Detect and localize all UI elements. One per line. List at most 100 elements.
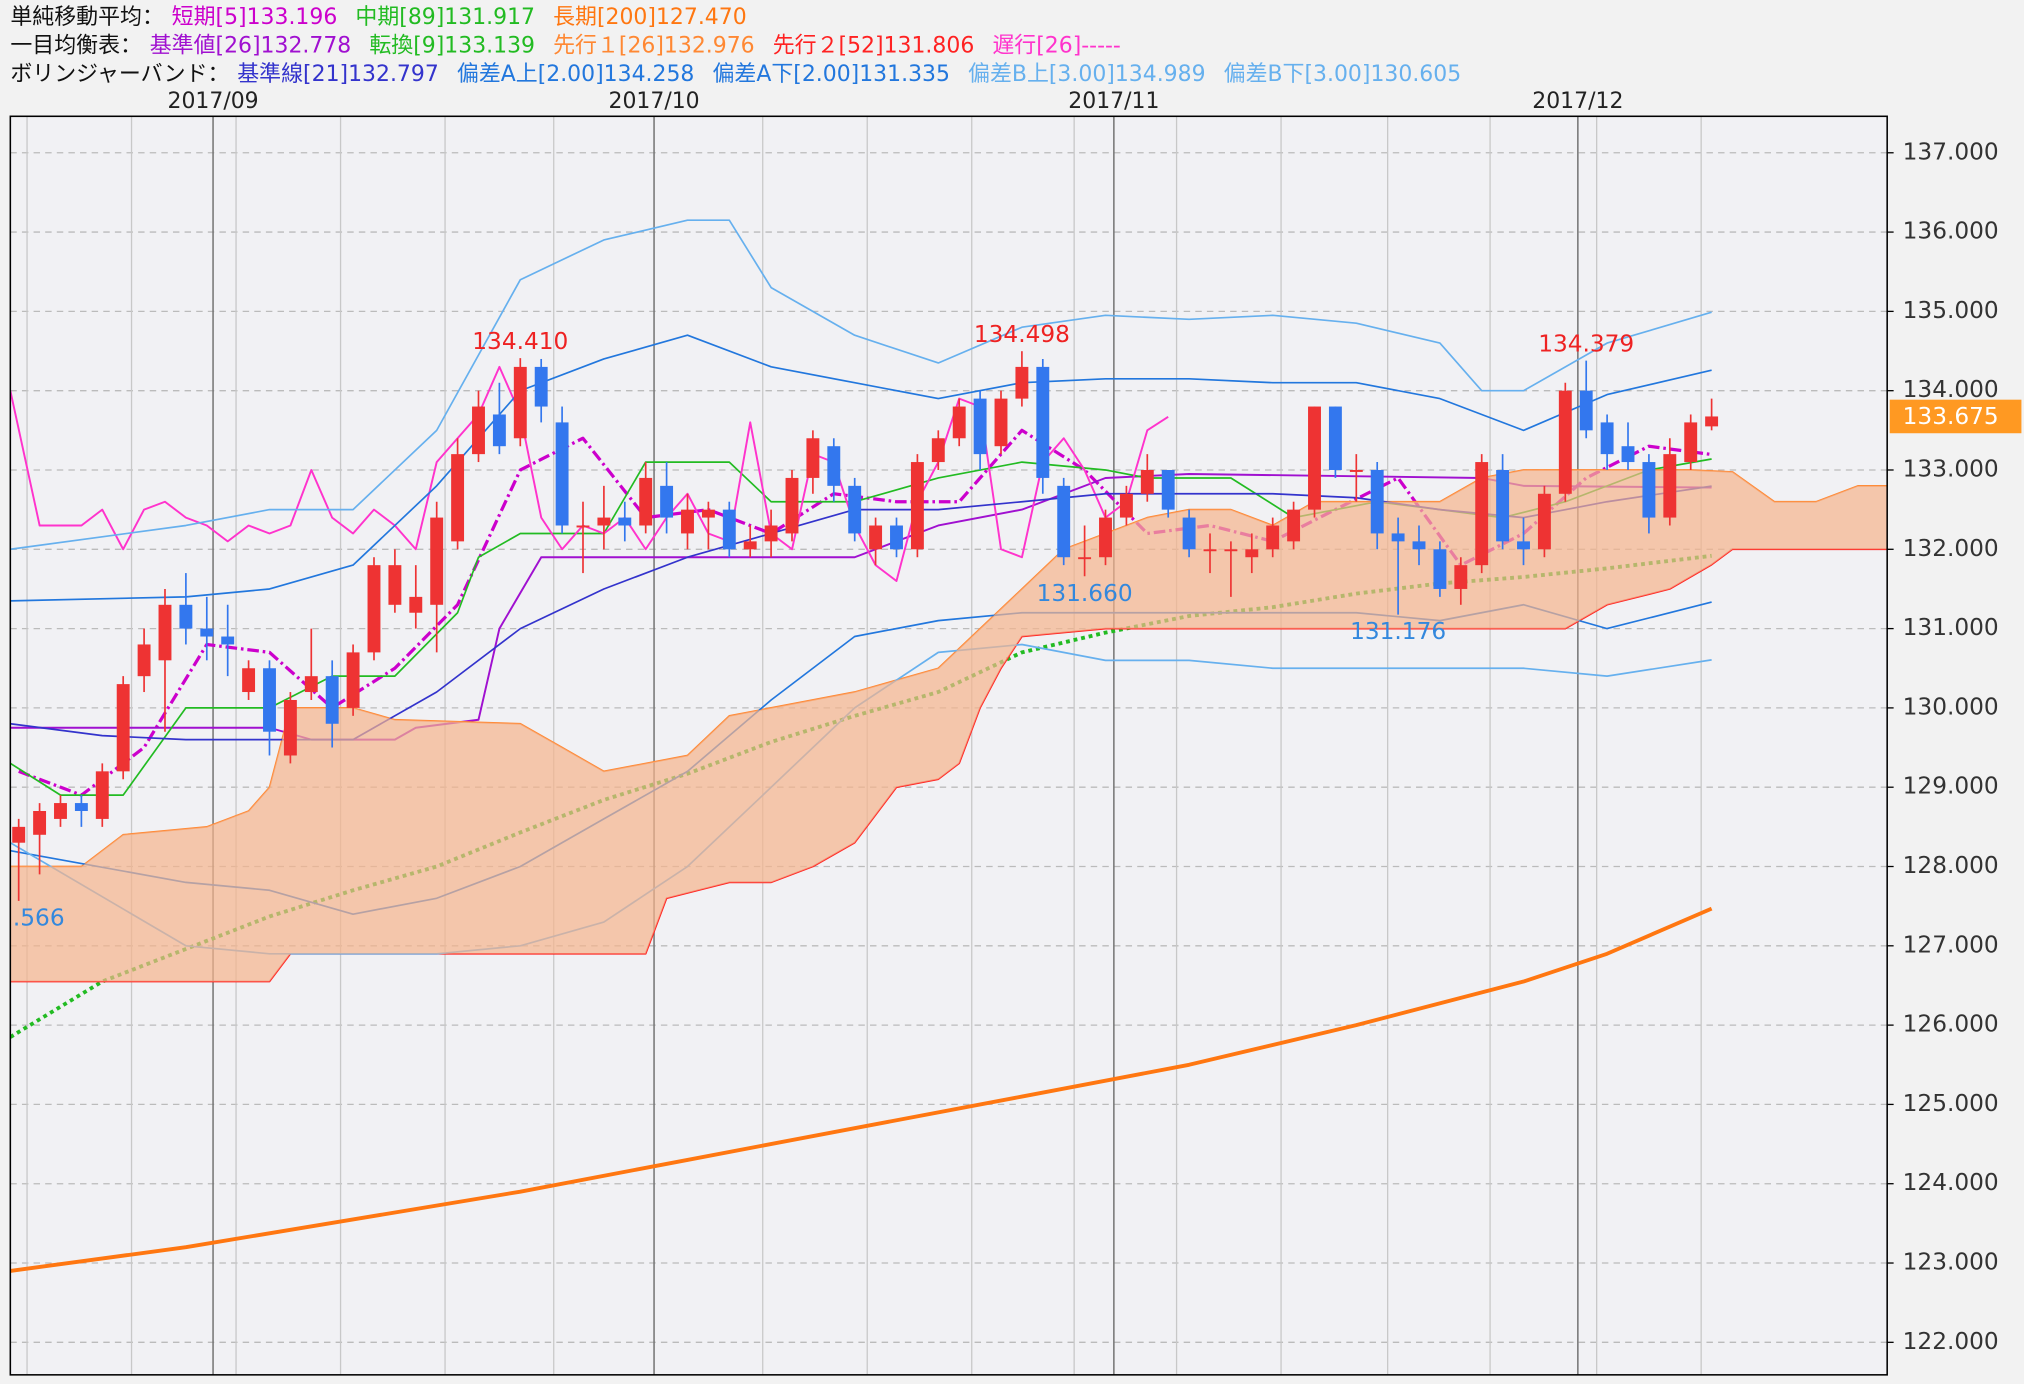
candle-body [1433,549,1447,589]
candle-body [430,517,444,605]
candle-body [1203,549,1217,552]
price-box [1889,399,2022,434]
candle-body [555,422,569,526]
candle-body [1517,541,1530,550]
candle-body [952,406,966,439]
candle-body [1140,469,1154,494]
candle-body [1099,517,1112,558]
candle-body [701,509,715,518]
candle-body [890,525,903,550]
candle-body [827,446,841,486]
legend-entry: 先行１[26]132.976 [553,34,755,59]
candle-body [597,517,611,526]
candle-body [1600,422,1614,455]
candle-body [158,604,172,661]
candle-body [1370,469,1384,534]
y-tick-label: 136.000 [1903,218,1999,245]
candle-body [1224,549,1238,552]
y-tick-label: 126.000 [1903,1011,1999,1038]
candle-body [973,398,987,455]
legend-entry: 基準値[26]132.778 [150,34,352,59]
candle-body [513,366,527,439]
legend-title: 単純移動平均： [10,5,164,30]
candle-body [1036,366,1050,478]
candle-body [1015,366,1029,399]
legend-entry: 基準線[21]132.797 [237,62,439,87]
y-tick-label: 131.000 [1903,614,1999,641]
candle-body [1475,462,1489,566]
annotation: .566 [13,904,65,931]
candle-body [74,803,88,811]
y-tick-label: 127.000 [1903,931,1999,958]
legend-entry: 先行２[52]131.806 [773,34,975,59]
x-tick-label: 2017/12 [1532,89,1623,114]
candle-body [1161,469,1175,510]
legend-entry: 偏差B上[3.00]134.989 [968,62,1206,87]
y-tick-label: 135.000 [1903,297,1999,324]
plot-border [9,115,1888,1376]
candle-body [1558,390,1572,494]
candle-body [743,541,757,550]
candle-body [639,477,653,526]
candle-body [660,485,674,518]
y-tick-label: 122.000 [1903,1328,1999,1355]
candle-body [1705,416,1719,427]
x-tick-label: 2017/11 [1068,89,1159,114]
candle-body [576,525,590,528]
candle-body [200,628,214,637]
candle-body [910,462,924,550]
annotation: 131.660 [1037,580,1133,607]
y-tick-label: 130.000 [1903,693,1999,720]
candle-body [263,668,276,732]
candle-body [806,438,820,478]
candle-body [1078,557,1092,560]
candle-body [242,668,256,693]
indicator-line [10,906,1713,1273]
axes: 122.000 123.000 124.000 125.000 126.000 127.0… [167,89,1998,1355]
candle-body [325,676,339,724]
candle-body [1684,422,1698,463]
candle-body [1642,462,1656,518]
y-tick-label: 137.000 [1903,138,1999,165]
y-tick-label: 128.000 [1903,852,1999,879]
legend-entry: 遅行[26]----- [992,34,1121,59]
candle-body [618,517,632,526]
candle-body [179,604,193,629]
annotation: 131.176 [1350,618,1446,645]
annotation: 134.410 [472,328,568,355]
candle-body [722,509,736,550]
candle-body [785,477,799,534]
price-label: 133.675 [1903,403,1999,430]
y-tick-label: 125.000 [1903,1090,1999,1117]
cloud [10,469,1888,982]
legend-entry: 転換[9]133.139 [369,34,535,59]
y-tick-label: 123.000 [1903,1249,1999,1276]
candle-body [1287,509,1301,542]
candle-body [1391,533,1405,542]
legend-entry: 偏差A上[2.00]134.258 [457,62,695,87]
candle-body [931,438,945,463]
candle-body [1663,454,1677,518]
candle-body [1537,493,1551,550]
legend-entry: 長期[200]127.470 [553,5,747,30]
indicator-line [10,334,1712,602]
candle-body [1496,469,1510,542]
annotation: 134.498 [974,321,1070,348]
candle-body [346,652,360,708]
candle-body [283,699,297,756]
candle-body [1057,485,1071,558]
candle-body [137,644,151,677]
candle-body [1621,446,1635,463]
plot [10,219,1888,1273]
legend-title: 一目均衡表： [10,34,142,59]
candle-body [388,565,402,605]
y-tick-label: 134.000 [1903,376,1999,403]
candle-body [367,565,381,653]
candle-body [95,771,109,819]
x-tick-label: 2017/10 [608,89,699,114]
candle-body [409,596,423,613]
candle-body [1328,406,1342,470]
candle-body [869,525,883,550]
